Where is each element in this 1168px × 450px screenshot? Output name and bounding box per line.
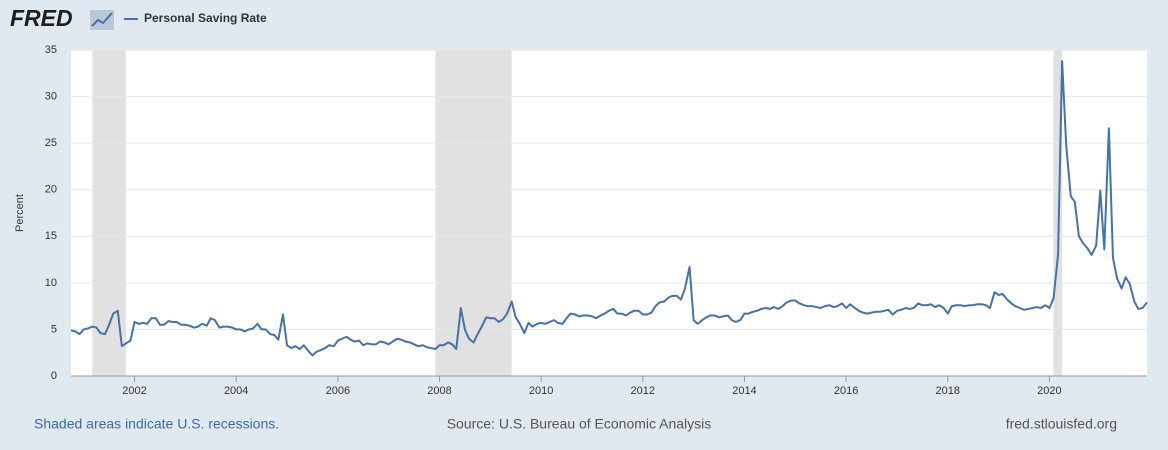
y-tick-label: 5 (51, 323, 57, 335)
y-tick-label: 25 (45, 137, 57, 149)
recession-band (435, 50, 512, 376)
y-tick-label: 10 (45, 277, 57, 289)
x-tick-label: 2012 (631, 385, 655, 397)
logo: FRED (10, 5, 73, 31)
x-tick-label: 2002 (122, 385, 146, 397)
x-tick-label: 2008 (427, 385, 451, 397)
site: fred.stlouisfed.org (1006, 416, 1117, 432)
y-tick-label: 20 (45, 184, 57, 196)
x-tick-label: 2020 (1037, 385, 1061, 397)
y-tick-label: 15 (45, 230, 57, 242)
legend-label: Personal Saving Rate (144, 11, 267, 25)
series-line (70, 60, 1148, 357)
source: Source: U.S. Bureau of Economic Analysis (447, 416, 712, 432)
recession-note: Shaded areas indicate U.S. recessions. (34, 416, 279, 432)
y-tick-label: 30 (45, 90, 57, 102)
y-tick-label: 0 (51, 370, 57, 382)
x-tick-label: 2016 (834, 385, 858, 397)
x-tick-label: 2004 (224, 385, 248, 397)
x-tick-label: 2006 (326, 385, 350, 397)
x-tick-label: 2014 (732, 385, 756, 397)
recession-band (92, 50, 126, 376)
x-tick-label: 2010 (529, 385, 553, 397)
logo-icon (90, 10, 114, 30)
y-axis-label: Percent (14, 194, 26, 232)
plot-area (71, 50, 1147, 376)
x-tick-label: 2018 (936, 385, 960, 397)
y-tick-label: 35 (45, 44, 57, 56)
recession-band (1053, 50, 1063, 376)
